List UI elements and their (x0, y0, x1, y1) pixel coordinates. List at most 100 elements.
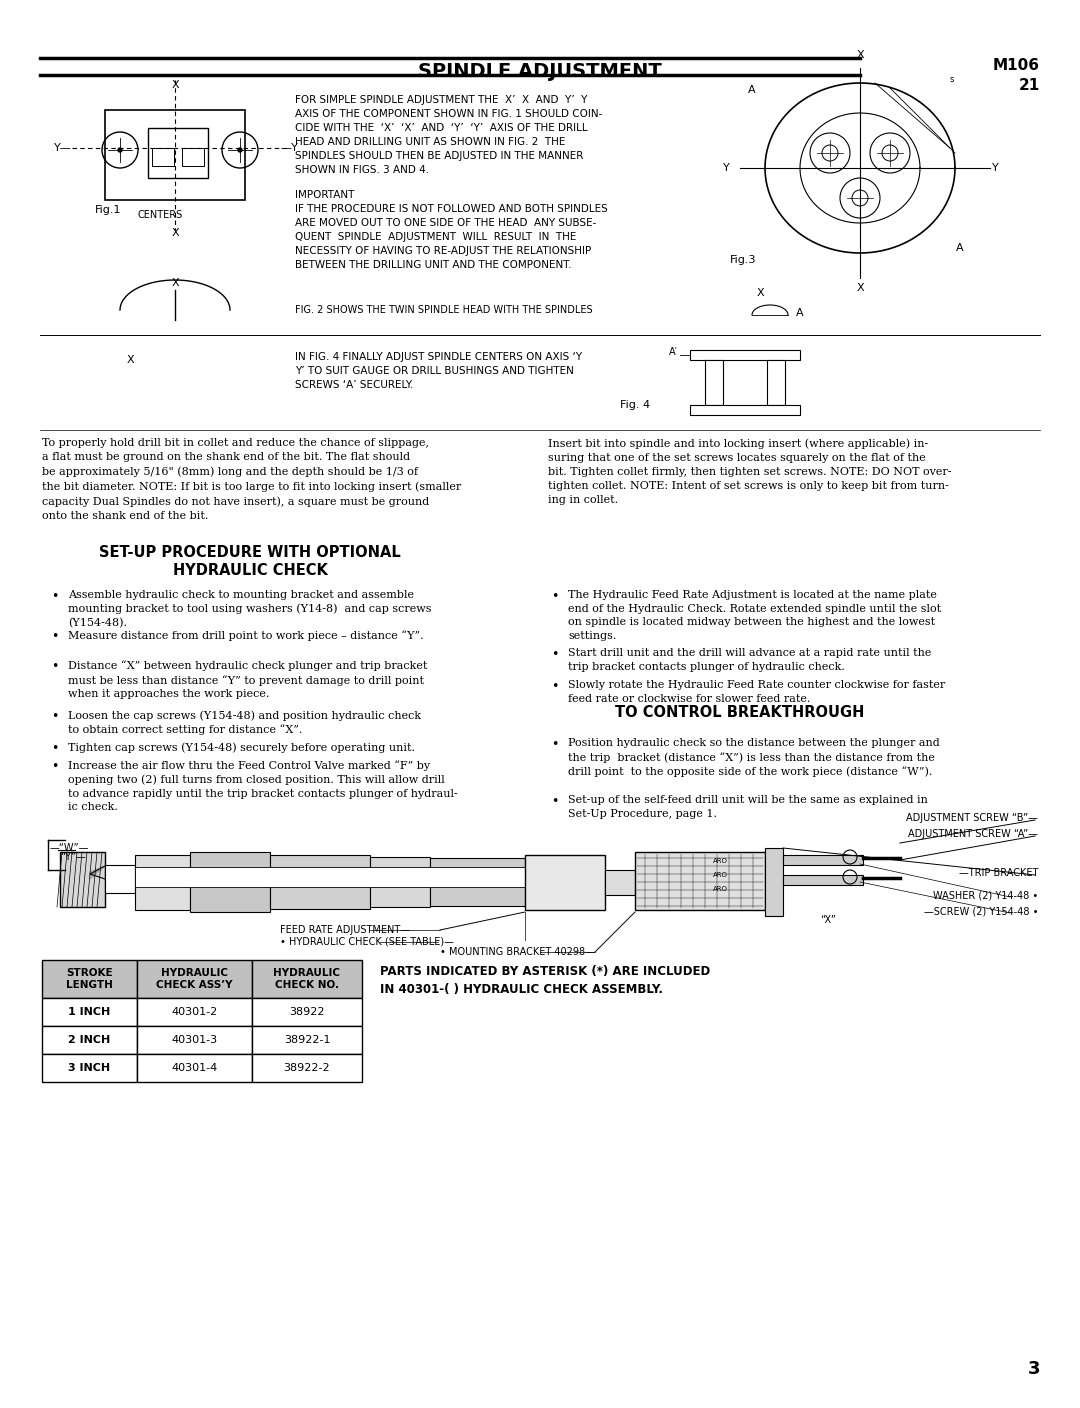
Bar (767, 360, 785, 406)
Bar (252, 998, 362, 1026)
Text: Distance “X” between hydraulic check plunger and trip bracket
must be less than : Distance “X” between hydraulic check plu… (68, 660, 428, 700)
Bar (370, 857, 430, 907)
Bar (60, 852, 105, 907)
Text: 40301-4: 40301-4 (172, 1063, 218, 1073)
Bar (270, 855, 370, 910)
Text: FOR SIMPLE SPINDLE ADJUSTMENT THE  X’  X  AND  Y’  Y
AXIS OF THE COMPONENT SHOWN: FOR SIMPLE SPINDLE ADJUSTMENT THE X’ X A… (295, 94, 603, 175)
Text: ADJUSTMENT SCREW “B”—: ADJUSTMENT SCREW “B”— (906, 812, 1038, 824)
Bar (783, 855, 863, 865)
Text: Fig.1: Fig.1 (95, 206, 121, 215)
Text: A: A (748, 84, 756, 94)
Bar (252, 960, 362, 998)
Text: A: A (956, 244, 963, 253)
Text: 3 INCH: 3 INCH (68, 1063, 110, 1073)
Text: ARO: ARO (713, 857, 728, 865)
Text: Set-up of the self-feed drill unit will be the same as explained in
Set-Up Proce: Set-up of the self-feed drill unit will … (568, 796, 928, 818)
Text: X: X (856, 51, 864, 61)
Bar (765, 848, 783, 917)
Text: —TRIP BRACKET: —TRIP BRACKET (959, 867, 1038, 879)
Bar (252, 1055, 362, 1081)
Text: ADJUSTMENT SCREW “A”—: ADJUSTMENT SCREW “A”— (908, 829, 1038, 839)
Text: 38922-1: 38922-1 (284, 1035, 330, 1045)
Bar (635, 852, 765, 910)
Text: CENTERS: CENTERS (137, 210, 183, 220)
Text: • MOUNTING BRACKET 40298—: • MOUNTING BRACKET 40298— (440, 948, 595, 957)
Text: X: X (172, 228, 179, 238)
Text: • HYDRAULIC CHECK (SEE TABLE)—: • HYDRAULIC CHECK (SEE TABLE)— (280, 936, 454, 948)
Text: Slowly rotate the Hydraulic Feed Rate counter clockwise for faster
feed rate or : Slowly rotate the Hydraulic Feed Rate co… (568, 680, 945, 704)
Text: Y: Y (724, 163, 730, 173)
Bar (137, 960, 252, 998)
Bar (525, 855, 605, 910)
Bar (783, 874, 863, 886)
Bar (430, 857, 525, 905)
Bar (148, 128, 208, 177)
Text: s: s (950, 76, 955, 84)
Text: A: A (796, 308, 804, 318)
Text: Increase the air flow thru the Feed Control Valve marked “F” by
opening two (2) : Increase the air flow thru the Feed Cont… (68, 760, 458, 812)
Text: WASHER (2) Y14-48 •: WASHER (2) Y14-48 • (933, 890, 1038, 900)
Text: •: • (551, 738, 558, 750)
Text: 38922-2: 38922-2 (284, 1063, 330, 1073)
Text: •: • (551, 590, 558, 603)
Polygon shape (90, 866, 105, 879)
Text: Assemble hydraulic check to mounting bracket and assemble
mounting bracket to to: Assemble hydraulic check to mounting bra… (68, 590, 432, 628)
Text: •: • (551, 680, 558, 693)
Text: STROKE
LENGTH: STROKE LENGTH (66, 969, 113, 990)
Bar (690, 406, 800, 415)
Text: Insert bit into spindle and into locking insert (where applicable) in-
suring th: Insert bit into spindle and into locking… (548, 438, 951, 504)
Text: •: • (52, 760, 58, 773)
Text: IN 40301-( ) HYDRAULIC CHECK ASSEMBLY.: IN 40301-( ) HYDRAULIC CHECK ASSEMBLY. (380, 983, 663, 995)
Bar (183, 148, 204, 166)
Text: TO CONTROL BREAKTHROUGH: TO CONTROL BREAKTHROUGH (616, 705, 865, 719)
Text: Fig.3: Fig.3 (730, 255, 756, 265)
Bar (690, 351, 800, 360)
Text: X: X (172, 277, 179, 289)
Text: FEED RATE ADJUSTMENT—: FEED RATE ADJUSTMENT— (280, 925, 410, 935)
Bar (137, 998, 252, 1026)
Text: To properly hold drill bit in collet and reduce the chance of slippage,
a flat m: To properly hold drill bit in collet and… (42, 438, 461, 521)
Bar (705, 360, 723, 406)
Text: •: • (52, 660, 58, 673)
Text: A′: A′ (670, 346, 678, 358)
Text: Position hydraulic check so the distance between the plunger and
the trip  brack: Position hydraulic check so the distance… (568, 738, 940, 777)
Text: •: • (52, 629, 58, 643)
Bar (105, 865, 135, 893)
Text: HYDRAULIC
CHECK ASS’Y: HYDRAULIC CHECK ASS’Y (157, 969, 233, 990)
Bar (105, 110, 245, 200)
Text: HYDRAULIC CHECK: HYDRAULIC CHECK (173, 563, 327, 579)
Text: —SCREW (2) Y154-48 •: —SCREW (2) Y154-48 • (923, 907, 1038, 917)
Text: PARTS INDICATED BY ASTERISK (*) ARE INCLUDED: PARTS INDICATED BY ASTERISK (*) ARE INCL… (380, 964, 711, 979)
Text: Y: Y (993, 163, 999, 173)
Text: “Y”—: “Y”— (60, 852, 85, 862)
Circle shape (238, 148, 242, 152)
Text: X: X (756, 289, 764, 298)
Text: 40301-2: 40301-2 (172, 1007, 218, 1017)
Bar (190, 852, 270, 912)
Text: Measure distance from drill point to work piece – distance “Y”.: Measure distance from drill point to wor… (68, 629, 423, 641)
Text: •: • (52, 742, 58, 755)
Text: •: • (52, 710, 58, 722)
Text: 38922: 38922 (289, 1007, 325, 1017)
Text: Tighten cap screws (Y154-48) securely before operating unit.: Tighten cap screws (Y154-48) securely be… (68, 742, 415, 752)
Text: ARO: ARO (713, 872, 728, 879)
Text: Fig. 4: Fig. 4 (620, 400, 650, 410)
Bar (137, 1026, 252, 1055)
Text: 40301-3: 40301-3 (172, 1035, 217, 1045)
Text: —“W”—: —“W”— (50, 843, 90, 853)
Text: X: X (126, 355, 134, 365)
Bar (135, 855, 190, 910)
Text: •: • (551, 648, 558, 660)
Bar (252, 1026, 362, 1055)
Text: Start drill unit and the drill will advance at a rapid rate until the
trip brack: Start drill unit and the drill will adva… (568, 648, 931, 672)
Bar (152, 148, 174, 166)
Text: 2 INCH: 2 INCH (68, 1035, 110, 1045)
Circle shape (118, 148, 122, 152)
Text: M106: M106 (993, 58, 1040, 73)
Text: FIG. 2 SHOWS THE TWIN SPINDLE HEAD WITH THE SPINDLES: FIG. 2 SHOWS THE TWIN SPINDLE HEAD WITH … (295, 306, 593, 315)
Bar (42, 1055, 137, 1081)
Text: 3: 3 (1027, 1360, 1040, 1378)
Text: •: • (52, 590, 58, 603)
Bar (135, 867, 525, 887)
Bar (137, 1055, 252, 1081)
